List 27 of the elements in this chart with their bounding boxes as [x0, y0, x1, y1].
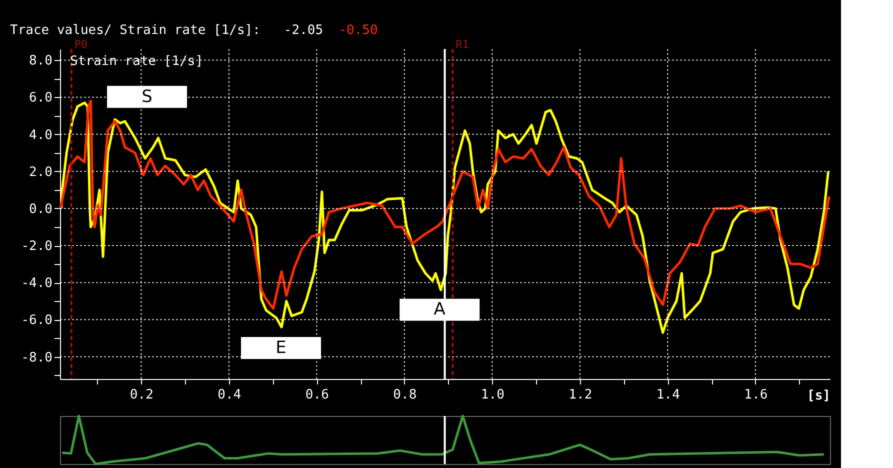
x-tick-label: 0.2	[130, 388, 154, 402]
y-tick-label: -6.0	[21, 313, 52, 328]
x-axis-title: [s]	[807, 388, 830, 404]
chart-title: Trace values/ Strain rate [1/s]:	[10, 23, 260, 38]
y-tick-label: -2.0	[21, 239, 52, 254]
annotation: E	[276, 338, 286, 358]
x-tick-label: 0.6	[305, 388, 329, 402]
x-tick-label: 0.8	[393, 388, 417, 402]
annotation: A	[434, 300, 446, 320]
ref-line-label: P0	[74, 38, 88, 51]
text: -0.50	[338, 23, 378, 38]
x-tick-label: 1.0	[480, 388, 504, 402]
y-tick-label: 4.0	[29, 128, 52, 143]
y-tick-label: 8.0	[29, 54, 52, 69]
x-tick-label: 0.4	[218, 388, 242, 402]
y-tick-label: -8.0	[21, 350, 52, 366]
x-tick-label: 1.2	[568, 388, 592, 402]
y-tick-label: -4.0	[21, 276, 52, 292]
text: -2.05	[284, 23, 324, 38]
y-axis-title: Strain rate [1/s]	[70, 54, 204, 69]
annotation: S	[142, 86, 152, 107]
y-tick-label: 0.0	[29, 202, 52, 217]
y-tick-label: 2.0	[29, 164, 52, 180]
x-tick-label: 1.4	[656, 388, 680, 402]
x-tick-label: 1.6	[744, 388, 768, 402]
ref-line-label: R1	[456, 38, 469, 51]
y-tick-label: 6.0	[29, 90, 52, 106]
